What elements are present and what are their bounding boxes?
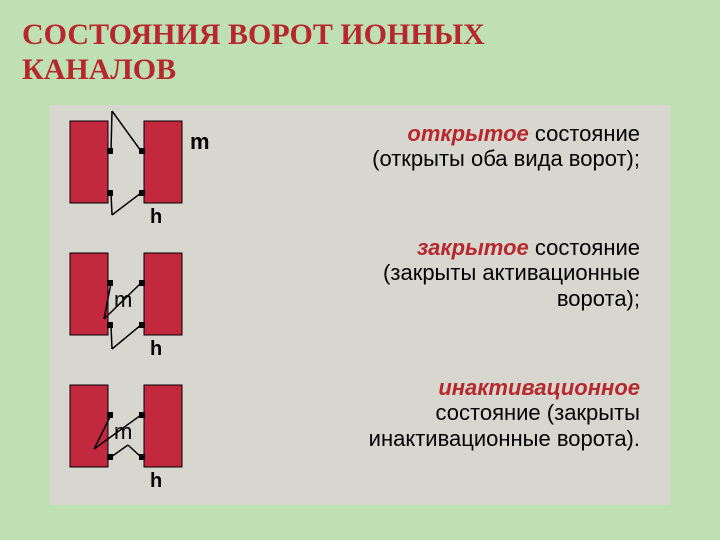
desc-closed-line3: ворота); (557, 286, 640, 311)
desc-closed: закрытое состояние (закрыты активационны… (280, 235, 640, 311)
desc-closed-line2: (закрыты активационные (383, 260, 640, 285)
desc-open-line2: (открыты оба вида ворот); (372, 146, 640, 171)
svg-text:m: m (114, 419, 132, 444)
page-title: СОСТОЯНИЯ ВОРОТ ИОННЫХ КАНАЛОВ (22, 18, 485, 87)
page-root: СОСТОЯНИЯ ВОРОТ ИОННЫХ КАНАЛОВ m h m h m h от… (0, 0, 720, 540)
desc-inactive-keyword: инактивационное (438, 375, 640, 400)
desc-closed-keyword: закрытое (417, 235, 529, 260)
desc-open: открытое состояние (открыты оба вида вор… (220, 121, 640, 172)
svg-text:m: m (190, 129, 210, 154)
content-panel: m h m h m h открытое состояние (открыты оба в… (50, 105, 670, 505)
svg-text:h: h (150, 206, 162, 228)
svg-text:h: h (150, 338, 162, 360)
svg-text:h: h (150, 470, 162, 492)
svg-text:m: m (114, 287, 132, 312)
desc-inactive-line3: инактивационные ворота). (369, 426, 640, 451)
desc-inactive-line2: состояние (закрыты (436, 400, 640, 425)
desc-closed-postkw: состояние (529, 235, 640, 260)
title-line-2: КАНАЛОВ (22, 53, 485, 88)
desc-open-postkw: состояние (529, 121, 640, 146)
desc-open-keyword: открытое (407, 121, 528, 146)
title-line-1: СОСТОЯНИЯ ВОРОТ ИОННЫХ (22, 18, 485, 53)
desc-inactive: инактивационное состояние (закрыты инакт… (260, 375, 640, 451)
